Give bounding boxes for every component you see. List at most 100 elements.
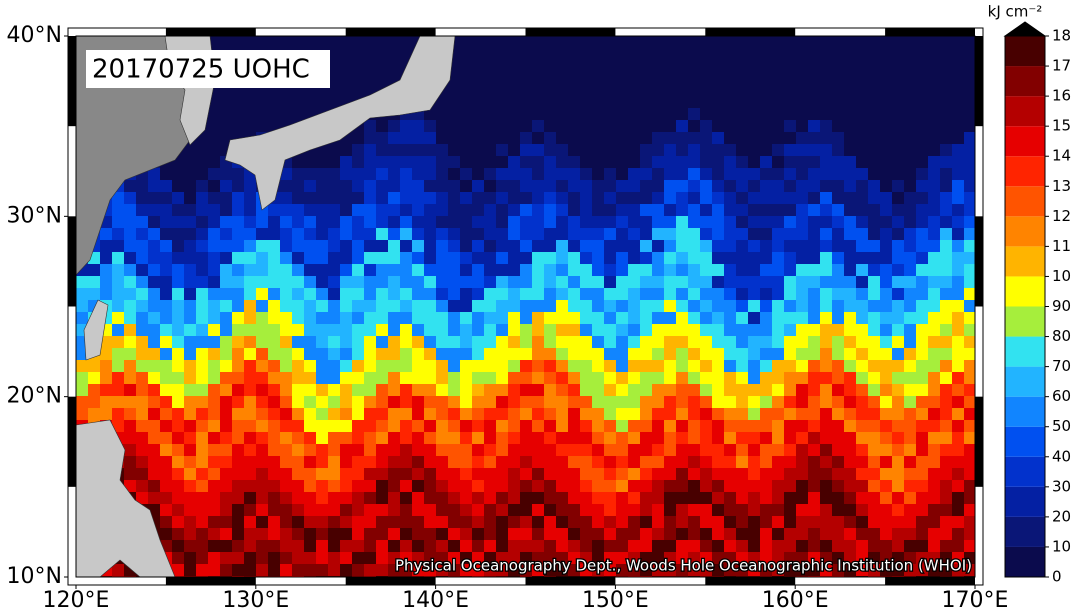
ohc-cell [640, 324, 652, 336]
ohc-cell [880, 456, 892, 468]
ohc-cell [532, 420, 544, 432]
ohc-cell [808, 240, 820, 252]
ohc-cell [892, 336, 904, 348]
ohc-cell [712, 144, 724, 156]
ohc-cell [964, 84, 975, 96]
ohc-cell [772, 504, 784, 516]
ohc-cell [292, 240, 304, 252]
ohc-cell [172, 264, 184, 276]
ohc-cell [448, 444, 460, 456]
ohc-cell [736, 432, 748, 444]
ohc-cell [880, 156, 892, 168]
ohc-cell [328, 348, 340, 360]
ohc-cell [652, 564, 664, 576]
ohc-cell [808, 36, 820, 48]
ohc-cell [304, 552, 316, 564]
ohc-cell [568, 300, 580, 312]
ohc-cell [160, 468, 172, 480]
ohc-cell [940, 240, 952, 252]
ohc-cell [928, 60, 940, 72]
ohc-cell [592, 492, 604, 504]
ohc-cell [496, 384, 508, 396]
ohc-cell [568, 264, 580, 276]
ohc-cell [220, 432, 232, 444]
ohc-cell [652, 120, 664, 132]
ohc-cell [664, 264, 676, 276]
ohc-cell [484, 84, 496, 96]
ohc-cell [712, 300, 724, 312]
ohc-cell [592, 108, 604, 120]
ohc-cell [616, 348, 628, 360]
ohc-cell [304, 276, 316, 288]
ohc-cell [352, 132, 364, 144]
ohc-cell [676, 84, 688, 96]
ohc-cell [940, 168, 952, 180]
ohc-cell [244, 504, 256, 516]
ohc-cell [328, 180, 340, 192]
ohc-cell [328, 408, 340, 420]
ohc-cell [136, 336, 148, 348]
ohc-cell [880, 432, 892, 444]
ohc-cell [244, 396, 256, 408]
ohc-cell [904, 516, 916, 528]
ohc-cell [136, 288, 148, 300]
ohc-cell [652, 72, 664, 84]
ohc-cell [268, 108, 280, 120]
ohc-cell [184, 204, 196, 216]
ohc-cell [460, 528, 472, 540]
ohc-cell [724, 156, 736, 168]
ohc-cell [904, 96, 916, 108]
ohc-cell [616, 396, 628, 408]
ohc-cell [964, 276, 975, 288]
ohc-cell [364, 420, 376, 432]
ohc-cell [760, 84, 772, 96]
ohc-cell [292, 264, 304, 276]
ohc-cell [688, 504, 700, 516]
ohc-cell [640, 252, 652, 264]
ohc-cell [604, 348, 616, 360]
ohc-cell [340, 36, 352, 48]
ohc-cell [268, 228, 280, 240]
ohc-cell [892, 432, 904, 444]
ohc-cell [76, 276, 88, 288]
ohc-cell [556, 264, 568, 276]
ohc-cell [712, 552, 724, 564]
ohc-cell [388, 336, 400, 348]
ohc-cell [388, 360, 400, 372]
ohc-cell [508, 528, 520, 540]
ohc-cell [196, 528, 208, 540]
ohc-cell [520, 132, 532, 144]
ohc-cell [736, 564, 748, 576]
ohc-cell [220, 336, 232, 348]
ohc-cell [724, 420, 736, 432]
ohc-cell [592, 84, 604, 96]
ohc-cell [700, 192, 712, 204]
ohc-cell [892, 528, 904, 540]
ohc-cell [652, 204, 664, 216]
ohc-cell [100, 336, 112, 348]
ohc-cell [196, 348, 208, 360]
ohc-cell [700, 324, 712, 336]
ohc-cell [808, 336, 820, 348]
ohc-cell [412, 300, 424, 312]
ohc-cell [700, 132, 712, 144]
ohc-cell [880, 408, 892, 420]
ohc-cell [496, 456, 508, 468]
ohc-cell [640, 552, 652, 564]
ohc-cell [496, 48, 508, 60]
ohc-cell [700, 516, 712, 528]
ohc-cell [520, 144, 532, 156]
ohc-cell [616, 132, 628, 144]
ohc-cell [256, 252, 268, 264]
ohc-cell [676, 552, 688, 564]
ohc-cell [964, 468, 975, 480]
ohc-cell [364, 480, 376, 492]
ohc-cell [724, 300, 736, 312]
ohc-cell [760, 552, 772, 564]
ohc-cell [244, 444, 256, 456]
ohc-cell [460, 456, 472, 468]
ohc-cell [616, 420, 628, 432]
ohc-cell [616, 240, 628, 252]
ohc-cell [124, 252, 136, 264]
ohc-cell [820, 384, 832, 396]
